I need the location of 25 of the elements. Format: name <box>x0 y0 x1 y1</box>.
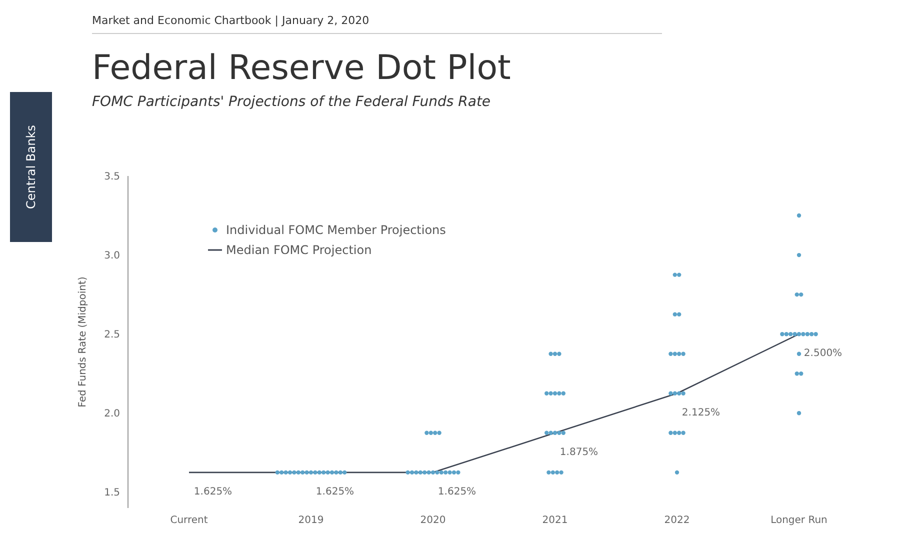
data-label: 1.625% <box>194 486 232 498</box>
y-tick-label: 3.5 <box>104 172 120 183</box>
legend-label: Individual FOMC Member Projections <box>226 222 446 239</box>
x-tick-label: 2022 <box>664 515 690 526</box>
chart-title: Federal Reserve Dot Plot <box>92 48 511 88</box>
legend-label: Median FOMC Projection <box>226 242 372 259</box>
chart-subtitle: FOMC Participants' Projections of the Federal Funds Rate <box>92 94 491 110</box>
data-label: 1.625% <box>316 486 354 498</box>
x-tick-label: 2019 <box>298 515 324 526</box>
data-label: 1.875% <box>560 446 598 458</box>
x-tick-label: Current <box>170 515 208 526</box>
x-tick-label: 2021 <box>542 515 568 526</box>
data-label: 2.500% <box>804 348 842 360</box>
y-tick-label: 2.5 <box>104 330 120 341</box>
data-label: 1.625% <box>438 486 476 498</box>
text: Market and Economic Chartbook | January 2, 2020 <box>92 14 662 34</box>
data-label: 2.125% <box>682 407 720 418</box>
text: Central Banks <box>24 125 38 209</box>
y-tick-label: 2.0 <box>104 408 120 420</box>
y-tick-label: 1.5 <box>104 488 120 499</box>
y-tick-label: 3.0 <box>104 250 120 262</box>
x-tick-label: 2020 <box>420 515 446 526</box>
y-axis-title: Fed Funds Rate (Midpoint) <box>78 276 89 408</box>
line-series <box>188 333 800 474</box>
x-tick-label: Longer Run <box>770 515 828 526</box>
